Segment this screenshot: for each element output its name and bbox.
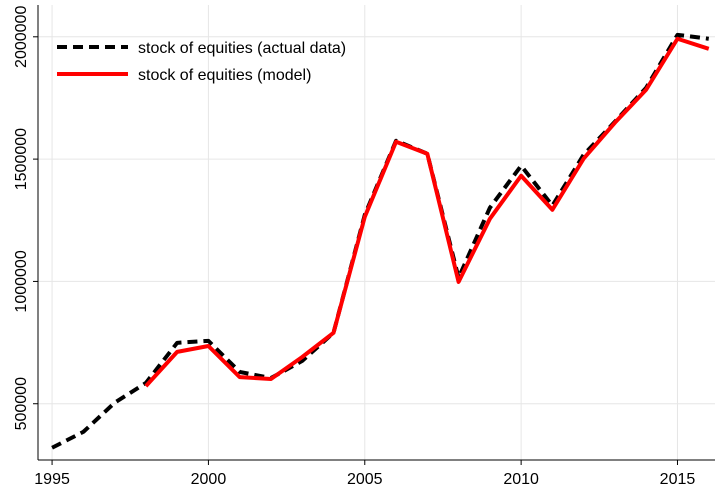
legend-label: stock of equities (actual data) [138,40,346,57]
legend-label: stock of equities (model) [138,67,311,84]
plot-area [38,5,715,460]
y-tick-label: 1000000 [13,250,30,312]
x-tick-label: 2015 [660,471,696,488]
y-tick-label: 1500000 [13,128,30,190]
y-tick-label: 500000 [13,377,30,430]
x-tick-label: 1995 [34,471,70,488]
x-tick-label: 2000 [191,471,227,488]
series-line [144,36,710,388]
y-tick-label: 2000000 [13,6,30,68]
x-tick-label: 2005 [347,471,383,488]
x-tick-label: 2010 [503,471,539,488]
